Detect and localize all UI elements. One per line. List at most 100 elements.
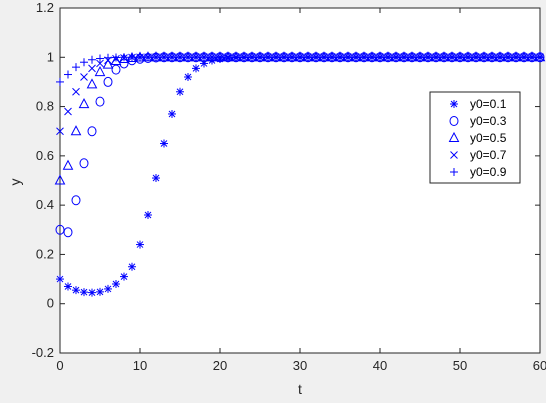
data-point [280,53,288,62]
data-point [136,240,144,249]
data-point [328,53,336,62]
data-point [208,53,216,62]
x-axis-label: t [298,381,302,397]
legend-entry: y0=0.5 [470,131,507,145]
data-point [464,53,472,62]
data-point [103,76,113,87]
data-point [111,64,121,75]
data-point [480,53,488,62]
data-point [360,53,368,62]
legend-entry: y0=0.1 [470,97,507,111]
legend-entry: y0=0.3 [470,114,507,128]
data-point [496,53,504,62]
data-point [86,78,98,89]
data-point [256,53,264,62]
data-point [448,53,456,62]
data-point [192,64,200,73]
data-point [296,53,304,62]
data-point [216,53,224,62]
data-point [71,195,81,206]
data-markers [54,51,546,297]
data-point [424,53,432,62]
data-point [168,53,176,62]
x-tick-label: 20 [213,358,227,373]
y-tick-label: 0.4 [36,197,54,212]
legend-marker [450,100,458,108]
data-point [54,174,66,185]
data-point [304,53,312,62]
data-point [104,284,112,293]
data-point [110,54,122,65]
data-point [336,53,344,62]
data-point [136,53,144,62]
y-tick-label: 0.6 [36,148,54,163]
data-point [192,53,200,62]
data-point [80,288,88,297]
data-point [432,53,440,62]
series-4 [56,53,544,86]
data-point [184,53,192,62]
y-axis-label: y [7,179,23,186]
data-point [55,224,65,235]
data-point [392,53,400,62]
data-point [152,174,160,183]
data-point [400,53,408,62]
legend-entry: y0=0.7 [470,148,507,162]
data-point [104,53,112,62]
data-point [96,54,104,63]
legend-box [429,91,521,184]
y-tick-label: 1.2 [36,0,54,15]
legend-marker [449,116,459,126]
data-point [87,126,97,137]
data-point [96,59,104,68]
data-point [408,53,416,62]
data-point [56,275,64,284]
data-point [352,53,360,62]
data-point [64,70,72,79]
data-point [128,53,136,62]
data-point [416,53,424,62]
data-point [240,53,248,62]
data-point [264,53,272,62]
data-point [56,127,64,136]
y-tick-label: 0.2 [36,246,54,261]
data-point [63,227,73,238]
data-point [184,73,192,81]
data-point [488,53,496,62]
x-tick-label: 30 [293,358,307,373]
data-point [64,107,72,116]
data-point [160,139,168,148]
data-point [78,98,90,109]
data-point [456,53,464,62]
x-tick-label: 60 [533,358,546,373]
data-point [376,53,384,62]
data-point [118,52,130,64]
data-point [536,53,544,62]
data-point [344,53,352,62]
data-point [56,77,64,86]
data-point [128,262,136,271]
data-point [384,53,392,62]
y-tick-label: 1 [47,49,54,64]
data-point [232,53,240,62]
data-point [160,53,168,62]
data-point [72,87,80,96]
legend-marker [450,151,458,159]
data-point [512,53,520,62]
data-point [176,87,184,96]
x-tick-label: 40 [373,358,387,373]
data-point [88,288,96,297]
data-point [102,58,114,69]
data-point [320,53,328,62]
data-point [200,53,208,62]
data-point [95,96,105,107]
y-tick-label: 0 [47,296,54,311]
data-point [144,211,152,219]
x-tick-label: 10 [133,358,147,373]
y-tick-label: 0.8 [36,99,54,114]
data-point [312,53,320,62]
data-point [504,53,512,62]
legend-marker [448,131,460,142]
data-point [144,53,152,62]
